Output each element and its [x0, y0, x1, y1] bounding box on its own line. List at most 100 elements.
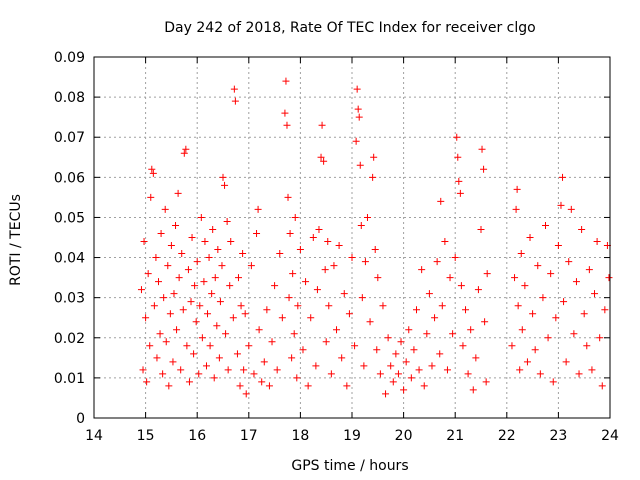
data-point: [281, 109, 289, 117]
data-point: [373, 346, 381, 354]
x-axis-ticks: 14 15 16 17 18 19 20 21 22 23 24: [85, 57, 619, 444]
data-point: [286, 229, 294, 237]
data-point: [288, 354, 296, 362]
data-point: [211, 274, 219, 282]
data-point: [174, 189, 182, 197]
data-point: [371, 246, 379, 254]
data-point: [351, 342, 359, 350]
data-point: [309, 234, 317, 241]
data-point: [226, 282, 234, 290]
data-point: [330, 262, 338, 270]
data-point: [197, 213, 205, 221]
data-point: [423, 330, 431, 338]
data-point: [462, 306, 470, 314]
y-tick-label: 0.04: [54, 251, 85, 267]
data-point: [241, 310, 249, 318]
data-point: [570, 330, 578, 338]
data-point: [363, 213, 371, 221]
x-tick-label: 18: [291, 428, 309, 444]
data-point: [557, 201, 565, 209]
data-point: [289, 270, 297, 278]
data-point: [340, 290, 348, 298]
data-point: [219, 173, 227, 181]
data-point: [233, 350, 241, 358]
data-point: [575, 370, 583, 378]
data-point: [559, 173, 567, 181]
data-point: [299, 346, 307, 354]
data-point: [384, 334, 392, 342]
data-point: [184, 266, 192, 274]
data-point: [237, 302, 245, 310]
data-point: [224, 366, 232, 374]
data-point: [215, 354, 223, 362]
data-point: [253, 229, 261, 237]
data-point: [144, 270, 152, 278]
data-point: [307, 314, 315, 322]
y-tick-label: 0.01: [54, 371, 85, 387]
data-point: [554, 242, 562, 250]
data-point: [605, 274, 613, 282]
x-tick-label: 21: [446, 428, 464, 444]
data-point: [209, 225, 217, 233]
data-point: [382, 390, 390, 398]
data-points: [137, 77, 613, 398]
y-tick-label: 0.02: [54, 331, 85, 347]
data-point: [139, 366, 147, 374]
x-tick-label: 15: [137, 428, 155, 444]
data-point: [140, 238, 148, 246]
data-point: [137, 286, 145, 294]
data-point: [247, 262, 255, 270]
data-point: [271, 282, 279, 290]
data-point: [242, 390, 250, 398]
data-point: [431, 314, 439, 322]
data-point: [290, 330, 298, 338]
data-point: [598, 382, 606, 390]
data-point: [229, 314, 237, 322]
data-point: [449, 330, 457, 338]
data-point: [276, 250, 284, 258]
data-point: [177, 366, 185, 374]
data-point: [312, 362, 320, 370]
data-point: [338, 354, 346, 362]
data-point: [175, 274, 183, 282]
data-point: [370, 153, 378, 161]
data-point: [531, 346, 539, 354]
y-tick-label: 0: [76, 411, 85, 427]
data-point: [464, 370, 472, 378]
data-point: [516, 366, 524, 374]
data-point: [480, 165, 488, 173]
data-point: [160, 294, 168, 302]
data-point: [263, 306, 271, 314]
data-point: [418, 266, 426, 274]
data-point: [250, 370, 258, 378]
data-point: [239, 250, 247, 258]
data-point: [223, 217, 231, 225]
x-tick-label: 23: [549, 428, 567, 444]
data-point: [521, 282, 529, 290]
data-point: [187, 298, 195, 306]
data-point: [206, 342, 214, 350]
data-point: [304, 382, 312, 390]
x-tick-label: 14: [85, 428, 103, 444]
data-point: [413, 306, 420, 314]
data-point: [166, 310, 174, 318]
data-point: [343, 382, 351, 390]
data-point: [456, 189, 464, 197]
data-point: [234, 274, 242, 282]
data-point: [397, 338, 405, 346]
data-point: [357, 221, 365, 229]
data-point: [469, 386, 477, 394]
data-point: [322, 338, 330, 346]
data-point: [547, 270, 555, 278]
data-point: [208, 290, 216, 298]
data-point: [333, 326, 341, 334]
data-point: [410, 346, 418, 354]
data-point: [389, 378, 397, 386]
data-point: [376, 370, 384, 378]
data-point: [428, 362, 436, 370]
y-tick-label: 0.05: [54, 210, 85, 226]
data-point: [254, 205, 262, 213]
data-point: [353, 85, 361, 93]
x-tick-label: 19: [343, 428, 361, 444]
data-point: [273, 366, 281, 374]
